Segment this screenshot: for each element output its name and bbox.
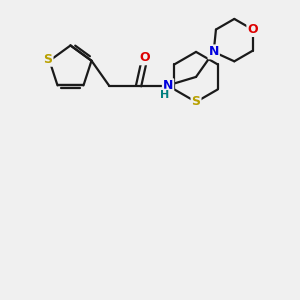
Text: S: S bbox=[191, 95, 200, 109]
Text: H: H bbox=[160, 90, 169, 100]
Text: S: S bbox=[44, 53, 52, 66]
Text: O: O bbox=[139, 51, 150, 64]
Text: N: N bbox=[208, 45, 219, 58]
Text: N: N bbox=[163, 79, 173, 92]
Text: O: O bbox=[248, 23, 258, 36]
